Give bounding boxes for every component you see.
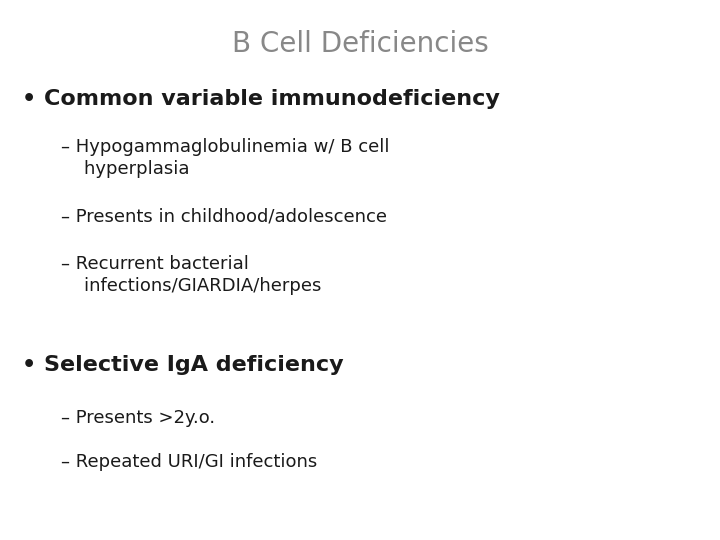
- Text: – Recurrent bacterial
    infections/GIARDIA/herpes: – Recurrent bacterial infections/GIARDIA…: [61, 255, 322, 295]
- Text: – Presents in childhood/adolescence: – Presents in childhood/adolescence: [61, 208, 387, 226]
- Text: – Repeated URI/GI infections: – Repeated URI/GI infections: [61, 453, 318, 471]
- Text: • Common variable immunodeficiency: • Common variable immunodeficiency: [22, 89, 500, 109]
- Text: • Selective IgA deficiency: • Selective IgA deficiency: [22, 355, 343, 375]
- Text: – Presents >2y.o.: – Presents >2y.o.: [61, 409, 215, 427]
- Text: B Cell Deficiencies: B Cell Deficiencies: [232, 30, 488, 58]
- Text: – Hypogammaglobulinemia w/ B cell
    hyperplasia: – Hypogammaglobulinemia w/ B cell hyperp…: [61, 138, 390, 178]
